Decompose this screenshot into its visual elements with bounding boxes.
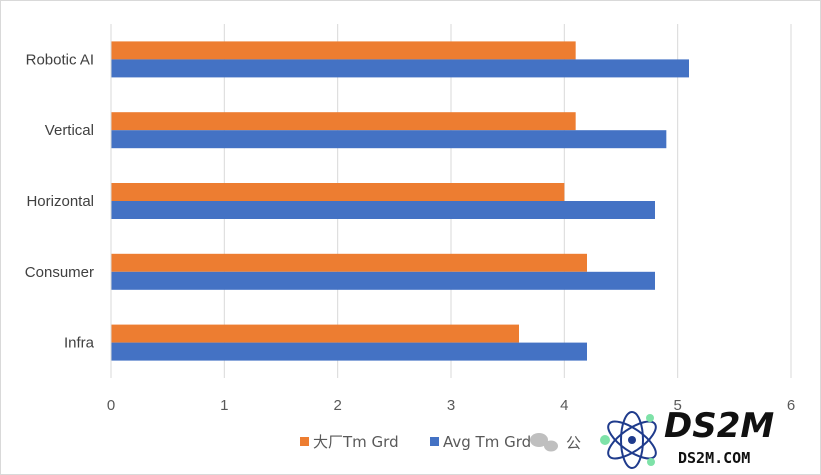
- bar-robotic-ai-series-1: [111, 41, 576, 60]
- wechat-label: 公: [566, 434, 581, 452]
- bar-vertical-series-2: [111, 130, 667, 149]
- x-tick-label-6: 6: [787, 397, 795, 414]
- category-label: Infra: [64, 335, 95, 352]
- category-label: Robotic AI: [26, 51, 94, 68]
- category-label: Consumer: [25, 264, 94, 281]
- x-tick-label-3: 3: [447, 397, 455, 414]
- bar-vertical-series-1: [111, 112, 576, 131]
- bar-horizontal-series-1: [111, 183, 565, 201]
- watermark-domain: DS2M.COM: [678, 449, 750, 467]
- x-tick-label-2: 2: [333, 397, 341, 414]
- bar-robotic-ai-series-2: [111, 59, 689, 78]
- x-tick-label-1: 1: [220, 397, 228, 414]
- legend-swatch-2: [430, 437, 439, 446]
- x-tick-label-4: 4: [560, 397, 568, 414]
- legend-label-2: Avg Tm Grd: [443, 433, 531, 451]
- x-tick-label-5: 5: [673, 397, 681, 414]
- watermark-brand: DS2M: [664, 406, 774, 446]
- watermark: 公 DS2M DS2M.COM: [530, 406, 774, 469]
- legend-label-1: 大厂Tm Grd: [313, 433, 399, 451]
- bar-infra-series-2: [111, 342, 587, 361]
- category-axis: Robotic AI Vertical Horizontal Consumer Infr…: [25, 24, 112, 378]
- bar-horizontal-series-2: [111, 201, 655, 219]
- legend-swatch-1: [300, 437, 309, 446]
- bars: [111, 41, 689, 361]
- bar-consumer-series-2: [111, 271, 655, 290]
- value-axis: 0 1 2 3 4 5 6: [107, 397, 795, 414]
- atom-logo-icon: [600, 411, 657, 469]
- bar-infra-series-1: [111, 324, 519, 343]
- category-label: Vertical: [45, 122, 94, 139]
- bar-consumer-series-1: [111, 253, 587, 272]
- category-label: Horizontal: [26, 193, 94, 210]
- x-tick-label-0: 0: [107, 397, 115, 414]
- legend: 大厂Tm Grd Avg Tm Grd: [300, 433, 531, 451]
- wechat-icon: [530, 433, 558, 452]
